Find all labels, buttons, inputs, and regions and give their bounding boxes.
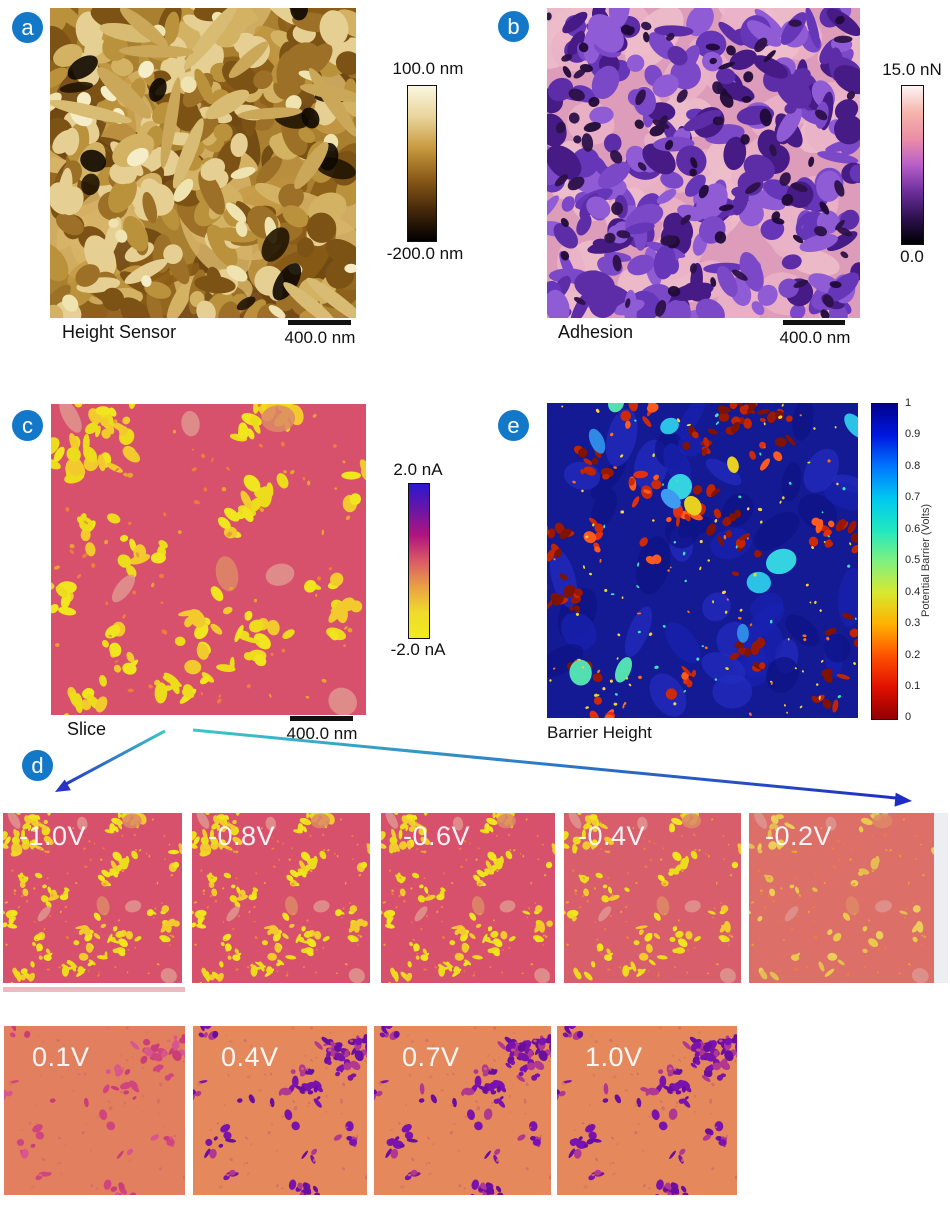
panel-e-tick: 0.3: [905, 617, 921, 629]
panel-a-caption: Height Sensor: [62, 322, 177, 342]
panel-c-caption: Slice: [67, 719, 107, 739]
bias-panel--1.0V: -1.0V: [3, 813, 182, 983]
bias-panel--0.4V: -0.4V: [564, 813, 741, 983]
bias-label: 1.0V: [585, 1042, 643, 1072]
panel-b-colorbar-min-label: 0.0: [900, 247, 924, 266]
panel-e-tick: 0.6: [905, 523, 921, 535]
bias-panel-image: [557, 1026, 737, 1195]
panel-e-tick: 0: [905, 711, 912, 723]
bias-panel-image: [192, 813, 370, 983]
panel-e-tick: 1: [905, 397, 912, 409]
panel-e-barrier-height-image: [547, 403, 858, 718]
panel-c-colorbar-min-label: -2.0 nA: [390, 640, 446, 659]
bias-panel--0.2V: -0.2V: [749, 813, 934, 983]
bias-panel-image: [4, 1026, 185, 1195]
bias-panel-image: [749, 813, 934, 983]
panel-e-colorbar-axis-label: Potential Barrier (Volts): [920, 503, 932, 618]
panel-e-tick: 0.4: [905, 586, 921, 598]
panel-c-slice-image: [51, 404, 366, 715]
arrow-left-head: [55, 779, 71, 792]
panel-e-tick: 0.5: [905, 554, 921, 566]
bias-panel-0.1V: 0.1V: [4, 1026, 185, 1195]
bias-panel-image: [374, 1026, 551, 1195]
panel-a-badge: a: [12, 12, 43, 43]
bias-panel-0.4V: 0.4V: [193, 1026, 367, 1195]
panel-e-tick: 0.1: [905, 680, 921, 692]
panel-a-afm-height-image: [50, 8, 356, 318]
panel-a-scalebar-label: 400.0 nm: [284, 328, 356, 347]
panel-e-badge: e: [498, 410, 529, 441]
bias-label: 0.7V: [402, 1042, 460, 1072]
panel-b-badge: b: [498, 11, 529, 42]
bias-label: 0.4V: [221, 1042, 279, 1072]
panel-sliver: [3, 987, 185, 992]
bias-panel-0.7V: 0.7V: [374, 1026, 551, 1195]
panel-e-tick: 0.8: [905, 460, 921, 472]
panel-b-colorbar-max-label: 15.0 nN: [882, 60, 942, 79]
bias-panel--0.8V: -0.8V: [192, 813, 370, 983]
panel-c-colorbar-max-label: 2.0 nA: [393, 460, 443, 479]
panel-c-colorbar: [408, 483, 430, 639]
panel-e-caption: Barrier Height: [547, 723, 652, 742]
bias-panel-image: [3, 813, 182, 983]
bias-label: 0.1V: [32, 1042, 90, 1072]
panel-b-colorbar: [901, 85, 924, 245]
panel-a-colorbar-min-label: -200.0 nm: [386, 244, 464, 263]
panel-a-scalebar: [288, 320, 351, 325]
panel-c-scalebar: [290, 716, 353, 721]
bias-panel-image: [381, 813, 555, 983]
panel-a-colorbar-max-label: 100.0 nm: [392, 59, 464, 78]
panel-c-scalebar-label: 400.0 nm: [286, 724, 358, 743]
cropped-edge-strip: [934, 813, 948, 983]
panel-e-tick: 0.9: [905, 428, 921, 440]
bias-label: -0.2V: [765, 821, 833, 851]
panel-e-colorbar: [871, 403, 898, 720]
panel-d-badge: d: [22, 750, 53, 781]
panel-e-tick: 0.2: [905, 649, 921, 661]
bias-panel--0.6V: -0.6V: [381, 813, 555, 983]
panel-a-colorbar: [407, 85, 437, 242]
bias-label: -1.0V: [19, 821, 87, 851]
panel-b-adhesion-image: [547, 8, 860, 318]
panel-b-scalebar-label: 400.0 nm: [779, 328, 851, 347]
panel-b-caption: Adhesion: [558, 322, 634, 342]
arrow-right-head: [894, 792, 912, 807]
panel-e-tick: 0.7: [905, 491, 921, 503]
bias-panel-1.0V: 1.0V: [557, 1026, 737, 1195]
bias-label: -0.6V: [403, 821, 471, 851]
bias-panel-image: [193, 1026, 367, 1195]
bias-label: -0.4V: [578, 821, 646, 851]
panel-b-scalebar: [783, 320, 845, 325]
bias-panel-image: [564, 813, 741, 983]
bias-label: -0.8V: [208, 821, 276, 851]
panel-c-badge: c: [12, 410, 43, 441]
